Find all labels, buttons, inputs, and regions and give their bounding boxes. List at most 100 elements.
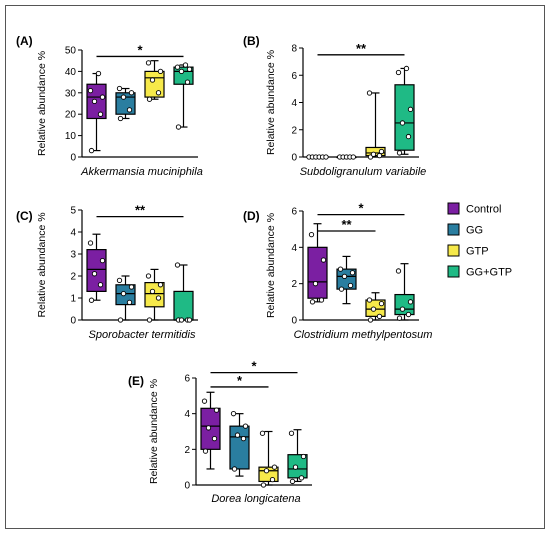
panel-a: (A) 0 10 20 30 40 50 Relative abundance % Akkerm…: [16, 34, 203, 178]
data-point: [95, 70, 102, 77]
y-tick-label: 10: [65, 131, 77, 142]
legend-label: GG: [466, 225, 483, 237]
x-axis-label: Clostridium methylpentosum: [294, 329, 433, 341]
legend-swatch: [447, 202, 460, 215]
data-point: [263, 468, 270, 474]
box-gg: [229, 411, 250, 477]
y-axis-label: Relative abundance %: [36, 212, 48, 317]
y-tick-label: 0: [291, 153, 297, 164]
box-iqr: [144, 282, 165, 308]
data-point: [347, 282, 354, 289]
significance-label: *: [358, 201, 364, 216]
data-point: [405, 133, 412, 140]
data-point: [149, 77, 156, 83]
data-point: [120, 290, 127, 297]
box-gg-gtp: [394, 65, 415, 156]
data-point: [366, 90, 373, 96]
data-point: [99, 257, 106, 264]
data-point: [97, 282, 104, 288]
box-iqr: [394, 293, 415, 316]
box-gtp: [365, 90, 386, 160]
data-point: [407, 299, 414, 305]
data-point: [312, 281, 319, 287]
x-axis-label: Sporobacter termitidis: [89, 329, 196, 341]
data-point: [87, 88, 94, 94]
panel-label: (A): [16, 34, 33, 48]
data-point: [395, 268, 402, 274]
data-point: [396, 150, 403, 156]
data-point: [201, 398, 208, 404]
y-tick-label: 3: [70, 250, 76, 261]
data-point: [230, 411, 237, 417]
data-point: [184, 79, 191, 85]
y-tick-label: 6: [184, 374, 190, 385]
panel-b: (B) 0 2 4 6 8 Relative abundance % Subdoligranu…: [243, 34, 426, 178]
y-tick-label: 30: [65, 88, 77, 99]
data-point: [308, 231, 315, 238]
legend-item-gtp: GTP: [447, 244, 489, 258]
legend-swatch: [447, 223, 460, 236]
data-point: [405, 311, 412, 318]
data-point: [178, 68, 185, 75]
y-tick-label: 2: [291, 125, 297, 136]
y-tick-label: 4: [70, 228, 76, 239]
legend-label: GG+GTP: [466, 267, 512, 279]
legend-item-gg-gtp: GG+GTP: [447, 265, 512, 279]
box-iqr: [307, 246, 328, 299]
data-point: [378, 148, 385, 155]
legend-label: Control: [466, 204, 501, 216]
y-tick-label: 50: [65, 46, 77, 57]
box-gtp: [365, 292, 386, 323]
data-point: [116, 85, 123, 92]
x-axis-label: Dorea longicatena: [211, 493, 300, 505]
data-point: [146, 96, 153, 102]
y-axis-label: Relative abundance %: [36, 51, 48, 156]
panel-label: (C): [16, 209, 33, 223]
box-gg-gtp: [394, 263, 415, 321]
data-point: [155, 90, 162, 96]
y-tick-label: 2: [291, 279, 297, 290]
legend-swatch: [447, 244, 460, 257]
box-control: [86, 233, 107, 303]
data-point: [318, 297, 325, 303]
y-axis-label: Relative abundance %: [148, 379, 160, 484]
data-point: [289, 478, 296, 485]
data-point: [157, 68, 164, 75]
box-gg: [115, 275, 136, 323]
y-tick-label: 0: [184, 481, 190, 492]
data-point: [403, 65, 410, 72]
data-point: [288, 430, 295, 436]
data-point: [337, 266, 344, 272]
significance-label: **: [135, 203, 146, 218]
data-point: [213, 407, 220, 413]
data-point: [128, 90, 135, 96]
data-point: [240, 435, 247, 442]
data-point: [145, 60, 152, 66]
data-point: [126, 107, 133, 113]
legend-swatch: [447, 265, 460, 278]
figure-border: [5, 5, 545, 529]
box-control: [306, 154, 329, 160]
legend-item-gg: GG: [447, 223, 483, 237]
y-tick-label: 4: [291, 98, 297, 109]
significance-label: **: [341, 217, 352, 232]
data-point: [370, 151, 377, 157]
data-point: [320, 257, 327, 263]
data-point: [186, 317, 193, 323]
data-point: [395, 69, 402, 76]
box-gg-gtp: [173, 262, 194, 323]
data-point: [145, 273, 152, 279]
y-axis-label: Relative abundance %: [265, 213, 277, 318]
data-point: [399, 306, 406, 312]
data-point: [259, 430, 266, 436]
data-point: [97, 111, 104, 117]
box-control: [200, 391, 221, 470]
box-gg: [336, 255, 357, 305]
data-point: [178, 317, 185, 323]
data-point: [399, 120, 406, 126]
data-point: [231, 466, 238, 472]
data-point: [300, 453, 307, 460]
box-iqr: [144, 70, 165, 98]
data-point: [205, 425, 212, 431]
